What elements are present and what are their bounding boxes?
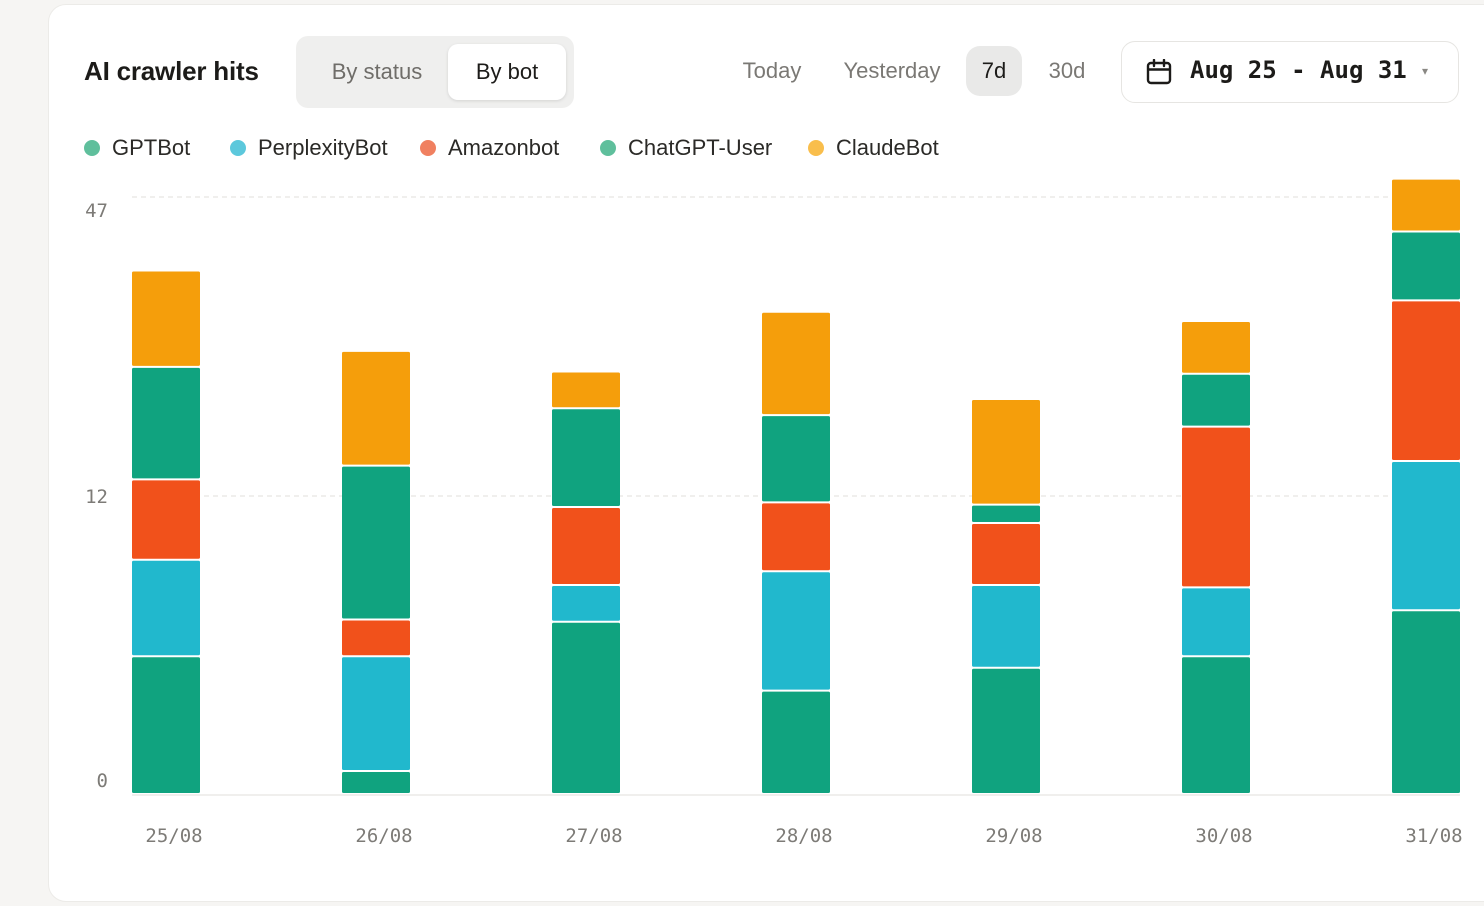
legend-dot — [808, 140, 824, 156]
bar-segment-claudebot-25-08[interactable] — [132, 271, 200, 366]
bar-segment-gptbot-31-08[interactable] — [1392, 611, 1460, 793]
legend-item-chatgpt-user[interactable]: ChatGPT-User — [600, 132, 772, 164]
date-range-picker[interactable]: Aug 25 - Aug 31 ▾ — [1121, 41, 1459, 103]
by-status-button[interactable]: By status — [331, 59, 423, 84]
legend-label: Amazonbot — [448, 135, 560, 160]
x-tick-label: 28/08 — [775, 825, 832, 847]
bar-segment-amazonbot-26-08[interactable] — [342, 620, 410, 656]
x-tick-label: 31/08 — [1405, 825, 1462, 847]
bar-segment-gptbot-28-08[interactable] — [762, 691, 830, 793]
bar-segment-gptbot-30-08[interactable] — [1182, 657, 1250, 793]
bar-segment-chatgpt-user-27-08[interactable] — [552, 409, 620, 506]
bar-segment-amazonbot-29-08[interactable] — [972, 524, 1040, 585]
legend-label: ChatGPT-User — [628, 135, 773, 160]
bar-segment-perplexitybot-27-08[interactable] — [552, 586, 620, 621]
legend-item-claudebot[interactable]: ClaudeBot — [808, 132, 939, 164]
legend-label: PerplexityBot — [258, 135, 388, 160]
bar-segment-claudebot-27-08[interactable] — [552, 372, 620, 408]
date-range-label: Aug 25 - Aug 31 — [1190, 56, 1407, 84]
bar-segment-claudebot-30-08[interactable] — [1182, 321, 1250, 373]
x-tick-label: 25/08 — [145, 825, 202, 847]
range-today-button[interactable]: Today — [742, 58, 802, 83]
legend-item-perplexitybot[interactable]: PerplexityBot — [230, 132, 388, 164]
legend-dot — [420, 140, 436, 156]
range-7d-button[interactable]: 7d — [966, 46, 1022, 96]
legend-dot — [600, 140, 616, 156]
calendar-icon — [1146, 59, 1172, 85]
bar-segment-amazonbot-30-08[interactable] — [1182, 427, 1250, 587]
bar-segment-claudebot-28-08[interactable] — [762, 312, 830, 415]
bar-segment-chatgpt-user-29-08[interactable] — [972, 505, 1040, 523]
y-tick-label: 12 — [85, 486, 108, 508]
bar-segment-claudebot-31-08[interactable] — [1392, 179, 1460, 231]
bar-segment-perplexitybot-31-08[interactable] — [1392, 462, 1460, 610]
x-tick-label: 29/08 — [985, 825, 1042, 847]
bar-segment-amazonbot-31-08[interactable] — [1392, 301, 1460, 461]
bar-segment-amazonbot-25-08[interactable] — [132, 480, 200, 559]
bar-segment-chatgpt-user-31-08[interactable] — [1392, 232, 1460, 300]
legend-item-amazonbot[interactable]: Amazonbot — [420, 132, 559, 164]
y-tick-label: 47 — [85, 200, 108, 222]
bar-segment-gptbot-26-08[interactable] — [342, 772, 410, 793]
x-tick-label: 30/08 — [1195, 825, 1252, 847]
legend-label: GPTBot — [112, 135, 191, 160]
bar-segment-perplexitybot-28-08[interactable] — [762, 572, 830, 690]
bar-segment-claudebot-26-08[interactable] — [342, 351, 410, 465]
legend-label: ClaudeBot — [836, 135, 939, 160]
bar-segment-gptbot-27-08[interactable] — [552, 622, 620, 793]
chevron-down-icon: ▾ — [1422, 64, 1429, 78]
bar-segment-perplexitybot-29-08[interactable] — [972, 586, 1040, 667]
bar-segment-gptbot-25-08[interactable] — [132, 657, 200, 793]
bar-segment-chatgpt-user-30-08[interactable] — [1182, 374, 1250, 426]
bar-segment-claudebot-29-08[interactable] — [972, 400, 1040, 504]
legend-dot — [230, 140, 246, 156]
x-tick-label: 27/08 — [565, 825, 622, 847]
bar-segment-amazonbot-27-08[interactable] — [552, 507, 620, 585]
legend-item-gptbot[interactable]: GPTBot — [84, 132, 190, 164]
x-tick-label: 26/08 — [355, 825, 412, 847]
range-yesterday-button[interactable]: Yesterday — [843, 58, 941, 83]
bar-segment-gptbot-29-08[interactable] — [972, 668, 1040, 793]
legend-dot — [84, 140, 100, 156]
page-title: AI crawler hits — [84, 56, 259, 86]
bar-segment-perplexitybot-26-08[interactable] — [342, 657, 410, 771]
bar-segment-amazonbot-28-08[interactable] — [762, 503, 830, 571]
view-toggle: By status By bot — [296, 36, 574, 108]
bar-segment-perplexitybot-30-08[interactable] — [1182, 588, 1250, 656]
by-bot-button[interactable]: By bot — [448, 44, 566, 100]
bar-segment-chatgpt-user-26-08[interactable] — [342, 466, 410, 619]
bar-segment-chatgpt-user-28-08[interactable] — [762, 416, 830, 502]
bar-segment-perplexitybot-25-08[interactable] — [132, 560, 200, 656]
range-30d-button[interactable]: 30d — [1048, 58, 1086, 83]
bar-segment-chatgpt-user-25-08[interactable] — [132, 367, 200, 479]
y-tick-label: 0 — [97, 770, 108, 792]
